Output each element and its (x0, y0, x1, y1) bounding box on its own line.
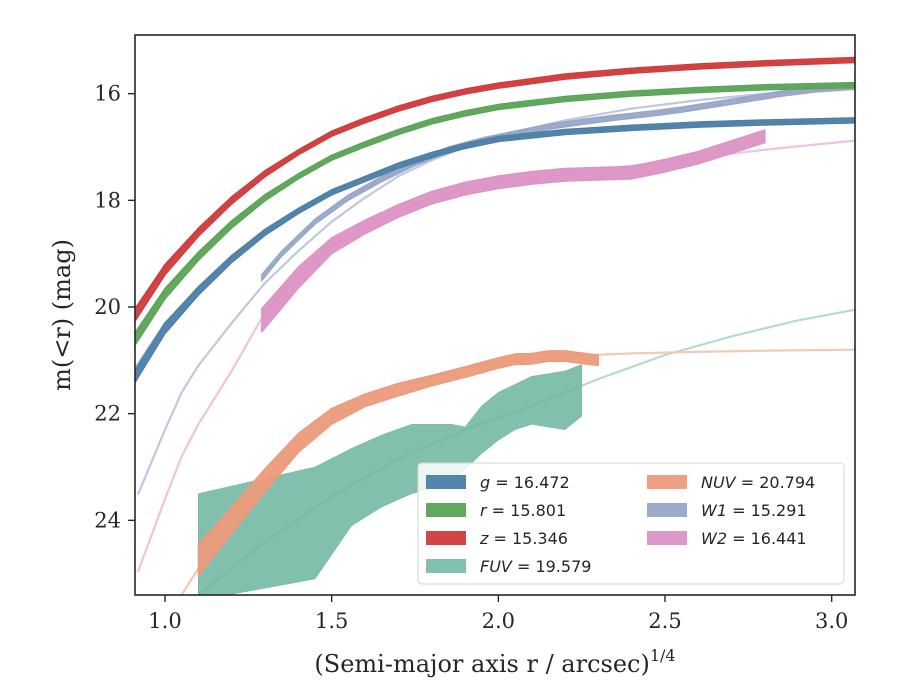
series-r-band (135, 81, 855, 346)
y-tick-label: 18 (94, 188, 121, 212)
legend-label-w2: W2 = 16.441 (701, 529, 807, 548)
x-tick-label: 1.5 (315, 609, 348, 633)
plot-layer (135, 56, 855, 595)
axis-ticks: 1.0 1.5 2.0 2.5 3.0 16 18 20 22 24 (94, 82, 848, 633)
plot-frame (134, 34, 856, 596)
series-w1-model-curve (137, 86, 855, 495)
series-w1-band (261, 83, 855, 282)
legend-swatch-nuv (647, 475, 687, 489)
legend-box (417, 462, 845, 585)
series-w2-band (261, 129, 766, 333)
x-tick-label: 3.0 (815, 609, 848, 633)
series-nuv-band (197, 350, 599, 577)
y-axis-label: m(<r) (mag) (48, 239, 76, 391)
legend-swatch-w2 (647, 531, 687, 545)
y-tick-label: 22 (94, 402, 121, 426)
series-z-band (135, 56, 855, 322)
legend-label-r: r = 15.801 (480, 501, 566, 520)
legend-label-w1: W1 = 15.291 (701, 501, 807, 520)
y-tick-label: 20 (94, 295, 121, 319)
x-tick-label: 1.0 (148, 609, 181, 633)
legend-label-g: g = 16.472 (480, 473, 570, 492)
series-g-band (135, 117, 855, 384)
legend-swatch-z (426, 531, 466, 545)
legend-swatch-r (426, 503, 466, 517)
x-tick-label: 2.5 (648, 609, 681, 633)
x-tick-label: 2.0 (482, 609, 515, 633)
legend-swatch-w1 (647, 503, 687, 517)
x-axis-label: (Semi-major axis r / arcsec)1/4 (314, 646, 675, 678)
legend-swatch-g (426, 475, 466, 489)
legend-label-fuv: FUV = 19.579 (480, 557, 591, 576)
legend-swatch-fuv (426, 559, 466, 573)
legend: g = 16.472 r = 15.801 z = 15.346 FUV = 19.5… (417, 462, 845, 585)
y-tick-label: 16 (94, 82, 121, 106)
legend-label-nuv: NUV = 20.794 (701, 473, 815, 492)
y-tick-label: 24 (94, 508, 121, 532)
legend-label-z: z = 15.346 (479, 529, 568, 548)
